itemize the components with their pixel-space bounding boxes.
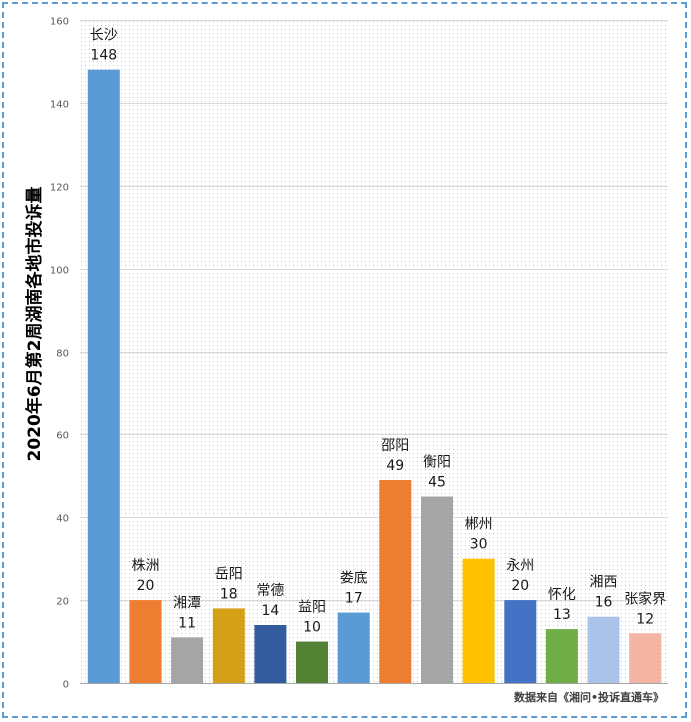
- y-tick-label: 100: [50, 266, 69, 277]
- bar-value-label: 148: [90, 48, 117, 64]
- bar-value-label: 17: [345, 591, 363, 607]
- bar-value-label: 10: [303, 620, 321, 636]
- bar: [171, 637, 204, 683]
- bar-category-label: 岳阳: [215, 566, 243, 582]
- bar-category-label: 长沙: [90, 28, 118, 44]
- y-tick-label: 80: [56, 349, 69, 360]
- bar: [129, 600, 162, 683]
- bar-value-label: 13: [553, 607, 571, 623]
- bar: [421, 496, 453, 683]
- bar-value-label: 18: [220, 586, 238, 602]
- bar-value-label: 11: [178, 615, 196, 631]
- bar: [462, 558, 495, 683]
- bar-value-label: 30: [470, 537, 488, 553]
- bar-value-label: 20: [511, 578, 529, 594]
- bar: [545, 629, 578, 683]
- bar-value-label: 14: [261, 603, 279, 619]
- bar-category-label: 娄底: [340, 571, 368, 587]
- bar-category-label: 郴州: [465, 517, 493, 533]
- bar-category-label: 益阳: [298, 600, 326, 616]
- bar: [87, 69, 120, 683]
- bar-category-label: 湘西: [590, 575, 618, 591]
- y-tick-label: 120: [50, 183, 69, 194]
- source-note: 数据来自《湘问•投诉直通车》: [514, 690, 664, 704]
- bar-category-label: 永州: [506, 558, 534, 574]
- bar-category-label: 湘潭: [173, 594, 201, 611]
- bar-category-label: 常德: [256, 583, 284, 599]
- y-axis: 0 20 40 60 80 100 120 140 160: [50, 17, 69, 691]
- gridlines: [80, 20, 668, 601]
- bar: [504, 600, 537, 683]
- y-tick-label: 20: [56, 597, 69, 608]
- bar-value-label: 49: [386, 458, 404, 474]
- bar: [254, 625, 287, 683]
- plot-area: [80, 20, 668, 683]
- bar-category-label: 怀化: [548, 587, 576, 603]
- bar: [296, 641, 328, 683]
- bar-category-label: 张家界: [624, 590, 666, 607]
- y-tick-label: 40: [56, 514, 69, 525]
- bar-category-label: 邵阳: [381, 438, 409, 454]
- y-tick-label: 60: [56, 431, 69, 442]
- bar-category-label: 株洲: [132, 558, 160, 574]
- y-axis-title: 2020年6月第2周湖南各地市投诉量: [24, 187, 45, 462]
- y-tick-label: 0: [63, 680, 69, 691]
- y-tick-label: 160: [50, 17, 69, 28]
- bar-series: 长沙 148 株洲 20 湘潭 11 岳阳 18 常德 14 益阳 10 娄底 17 邵阳 49 衡阳 45 郴州 3…: [87, 28, 666, 683]
- bar: [379, 480, 412, 683]
- bar: [587, 616, 620, 683]
- bar-category-label: 衡阳: [423, 455, 451, 471]
- bar-value-label: 45: [428, 475, 446, 491]
- bar: [629, 633, 662, 683]
- bar: [212, 608, 245, 683]
- y-tick-label: 140: [50, 100, 69, 111]
- bar-value-label: 20: [137, 578, 155, 594]
- bar: [337, 612, 370, 683]
- bar-value-label: 12: [636, 611, 654, 627]
- bar-value-label: 16: [595, 595, 613, 611]
